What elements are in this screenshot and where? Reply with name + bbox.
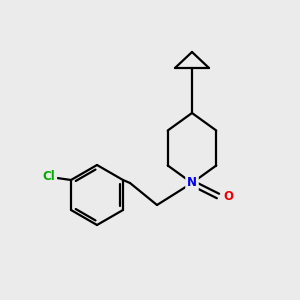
Text: Cl: Cl <box>43 169 56 182</box>
Text: O: O <box>223 190 233 202</box>
Text: N: N <box>187 176 197 190</box>
